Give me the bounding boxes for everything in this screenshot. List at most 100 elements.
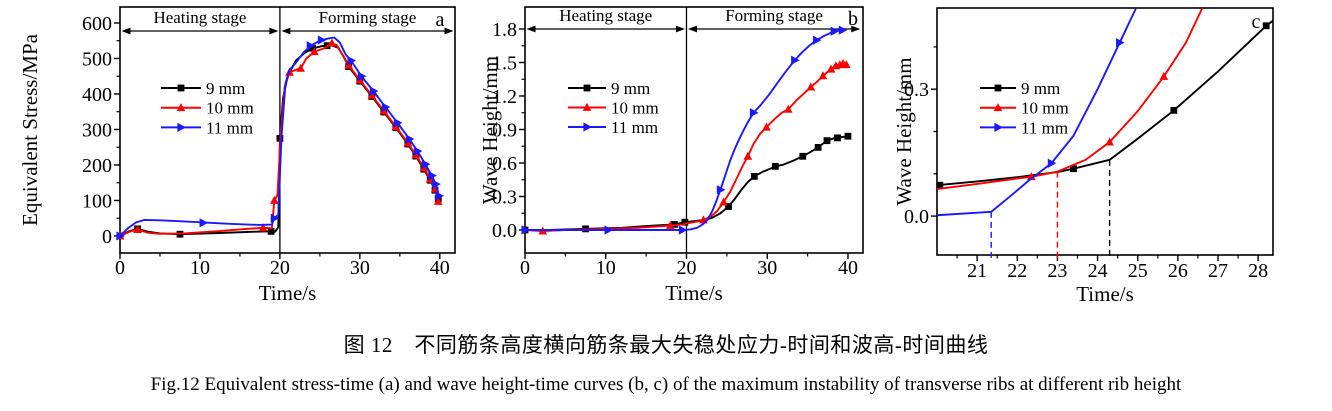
series-10-mm bbox=[936, 8, 1203, 190]
square-marker-icon bbox=[834, 134, 841, 142]
arrow-right-icon bbox=[851, 25, 861, 33]
triangle-right-marker-icon bbox=[116, 231, 125, 241]
x-tick-label: 40 bbox=[838, 257, 858, 279]
y-tick-label: 0 bbox=[102, 226, 112, 248]
panel-label-a: a bbox=[436, 9, 445, 31]
series-9-mm-line bbox=[936, 19, 1274, 187]
x-tick-label: 22 bbox=[1007, 260, 1027, 282]
triangle-right-marker-icon bbox=[521, 225, 530, 235]
legend-label: 9 mm bbox=[611, 79, 650, 98]
triangle-right-marker-icon bbox=[317, 35, 327, 45]
arrow-right-icon bbox=[675, 25, 685, 33]
square-marker-icon bbox=[1262, 22, 1270, 30]
triangle-up-marker-icon bbox=[743, 151, 753, 160]
y-tick-label: 300 bbox=[82, 119, 112, 141]
stage-label: Heating stage bbox=[559, 6, 652, 25]
triangle-right-marker-icon bbox=[347, 56, 357, 66]
triangle-right-marker-icon bbox=[177, 122, 186, 132]
x-tick-label: 26 bbox=[1168, 260, 1188, 282]
series-11-mm-line bbox=[525, 28, 845, 231]
series-11-mm bbox=[116, 35, 445, 241]
panel-label-c: c bbox=[1252, 11, 1261, 33]
series-11-mm bbox=[521, 25, 848, 235]
triangle-right-marker-icon bbox=[405, 134, 415, 144]
stage-label: Forming stage bbox=[725, 6, 823, 25]
square-marker-icon bbox=[823, 137, 831, 145]
x-axis-title: Time/s bbox=[665, 281, 723, 305]
y-tick-label: 0.0 bbox=[904, 206, 929, 228]
square-marker-icon bbox=[309, 44, 317, 52]
square-marker-icon bbox=[844, 132, 852, 140]
series-11-mm bbox=[936, 8, 1137, 217]
triangle-up-marker-icon bbox=[327, 38, 337, 47]
y-tick-label: 0.6 bbox=[492, 153, 517, 175]
triangle-up-marker-icon bbox=[309, 47, 319, 56]
triangle-up-marker-icon bbox=[258, 223, 268, 232]
triangle-right-marker-icon bbox=[716, 185, 726, 195]
triangle-up-marker-icon bbox=[1105, 137, 1114, 146]
triangle-up-marker-icon bbox=[783, 104, 793, 113]
y-tick-label: 600 bbox=[82, 13, 112, 35]
y-axis-title: Wave Height/mm bbox=[892, 57, 916, 205]
triangle-right-marker-icon bbox=[838, 25, 848, 35]
square-marker-icon bbox=[177, 84, 185, 92]
x-tick-label: 0 bbox=[520, 257, 530, 279]
arrow-left-icon bbox=[526, 25, 536, 33]
y-tick-label: 1.8 bbox=[492, 19, 517, 41]
triangle-right-marker-icon bbox=[812, 35, 822, 45]
chart-c: 21 22 23 24 25 26 27 28 0.0 0.3 Time/s Wave Height/… bbox=[892, 7, 1274, 306]
y-tick-label: 0.3 bbox=[492, 186, 517, 208]
triangle-up-marker-icon bbox=[806, 82, 816, 91]
triangle-up-marker-icon bbox=[818, 71, 828, 80]
series-10-mm-line bbox=[119, 42, 440, 237]
square-marker-icon bbox=[1070, 165, 1077, 173]
square-marker-icon bbox=[681, 218, 689, 226]
triangle-up-marker-icon bbox=[826, 64, 836, 73]
series-9-mm bbox=[521, 132, 852, 234]
triangle-up-marker-icon bbox=[842, 60, 851, 69]
square-marker-icon bbox=[750, 172, 758, 180]
x-tick-label: 23 bbox=[1047, 260, 1067, 282]
stage-annotation-heating: Heating stage bbox=[121, 8, 279, 35]
legend-label: 10 mm bbox=[1021, 99, 1069, 118]
square-marker-icon bbox=[583, 84, 591, 92]
x-tick-label: 30 bbox=[757, 257, 777, 279]
series-9-mm bbox=[936, 19, 1274, 189]
figure-caption-en: Fig.12 Equivalent stress-time (a) and wa… bbox=[150, 374, 1182, 395]
y-tick-label: 100 bbox=[82, 190, 112, 212]
arrow-left-icon bbox=[281, 27, 291, 35]
x-tick-label: 24 bbox=[1088, 260, 1108, 282]
triangle-up-marker-icon bbox=[762, 122, 771, 131]
triangle-right-marker-icon bbox=[306, 41, 316, 51]
legend-label: 9 mm bbox=[206, 79, 245, 98]
triangle-up-marker-icon bbox=[344, 60, 353, 69]
x-tick-label: 21 bbox=[967, 260, 987, 282]
x-tick-label: 30 bbox=[350, 257, 370, 279]
x-axis-title: Time/s bbox=[1076, 282, 1134, 306]
x-tick-label: 20 bbox=[270, 257, 290, 279]
y-tick-label: 500 bbox=[82, 48, 112, 70]
triangle-up-marker-icon bbox=[433, 196, 443, 205]
legend-label: 10 mm bbox=[206, 99, 254, 118]
triangle-right-marker-icon bbox=[393, 118, 403, 128]
arrow-right-icon bbox=[444, 27, 454, 35]
x-tick-label: 27 bbox=[1208, 260, 1228, 282]
x-tick-label: 0 bbox=[115, 257, 125, 279]
triangle-up-marker-icon bbox=[582, 102, 592, 111]
arrow-right-icon bbox=[269, 27, 279, 35]
stage-label: Heating stage bbox=[153, 8, 246, 27]
y-tick-label: 1.5 bbox=[492, 52, 517, 74]
triangle-up-marker-icon bbox=[993, 103, 1003, 112]
x-tick-label: 25 bbox=[1128, 260, 1148, 282]
triangle-right-marker-icon bbox=[435, 191, 445, 201]
triangle-right-marker-icon bbox=[678, 225, 688, 235]
square-marker-icon bbox=[799, 152, 807, 160]
stage-label: Forming stage bbox=[319, 8, 417, 27]
triangle-right-marker-icon bbox=[994, 122, 1003, 132]
triangle-right-marker-icon bbox=[428, 171, 437, 181]
series-9-mm-line bbox=[525, 135, 849, 231]
triangle-right-marker-icon bbox=[604, 225, 614, 235]
